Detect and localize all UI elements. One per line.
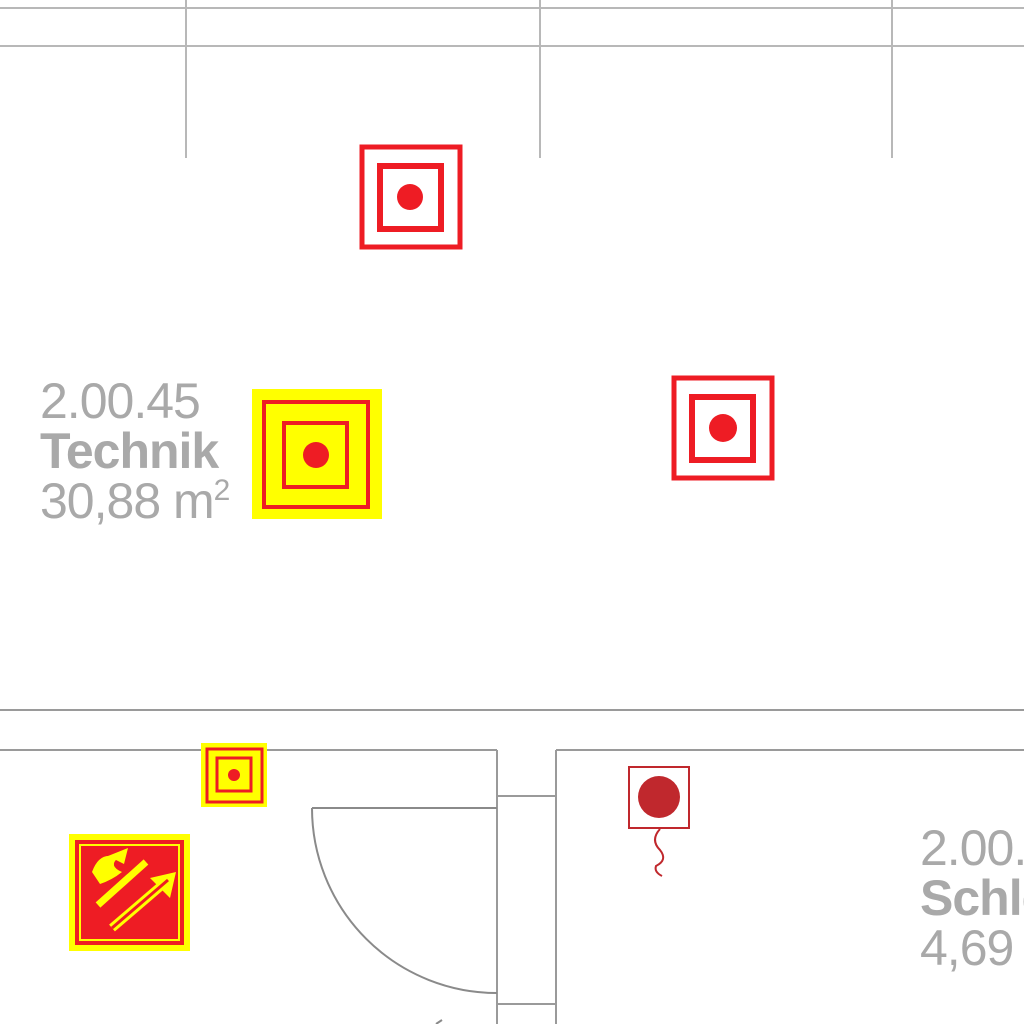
smoke-detector-icon[interactable]: [671, 375, 775, 481]
fire-extinguisher-sign-icon[interactable]: [69, 834, 190, 951]
room-number: 2.00.45: [40, 373, 201, 429]
room-number: 2.00.: [920, 820, 1024, 876]
room-area: 4,69: [920, 920, 1014, 976]
smoke-detector-highlighted-icon[interactable]: [252, 389, 382, 519]
door-swing: [311, 807, 498, 1024]
room-name: Schle: [920, 870, 1024, 926]
room-name: Technik: [40, 423, 219, 479]
room-label-technik: 2.00.45 Technik 30,88 m2: [40, 373, 231, 529]
room-label-schle: 2.00. Schle 4,69: [920, 823, 1024, 973]
room-area-unit-sup: 2: [213, 474, 231, 507]
manual-call-point-icon[interactable]: [628, 766, 690, 877]
room-area: 30,88 m2: [40, 473, 231, 529]
smoke-detector-small-highlighted-icon[interactable]: [201, 743, 267, 807]
smoke-detector-icon[interactable]: [359, 144, 463, 250]
top-grid: [0, 0, 1024, 158]
room-area-value: 30,88 m: [40, 473, 215, 529]
